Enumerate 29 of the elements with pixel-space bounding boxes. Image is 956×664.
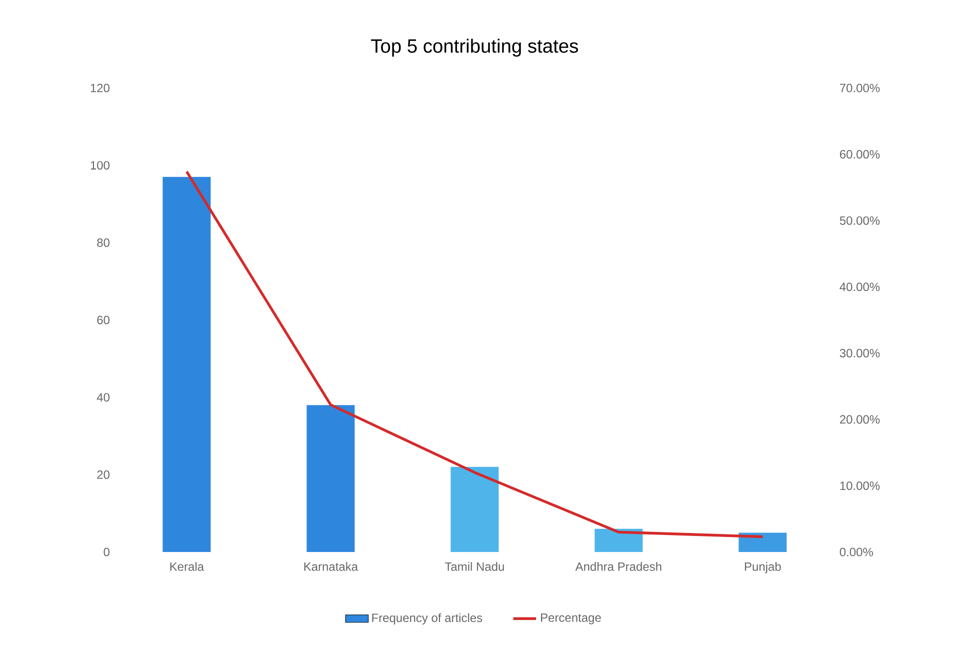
y2-tick-label: 0.00% [840,548,873,556]
y2-tick-label: 10.00% [840,481,880,490]
bar [594,528,643,552]
y-tick-label: 80 [97,238,110,247]
y-tick-label: 120 [90,84,110,92]
y2-tick-label: 20.00% [840,415,880,424]
bar [738,532,787,552]
x-tick-label: Andhra Pradesh [575,562,662,571]
x-tick-label: Tamil Nadu [444,562,504,571]
chart-title: Top 5 contributing states [371,38,578,57]
y-tick-label: 100 [90,161,110,170]
y2-tick-label: 30.00% [840,348,880,358]
x-tick-label: Karnataka [304,562,358,571]
legend-label: Frequency of articles [372,613,482,624]
bar [162,176,211,552]
y-tick-label: 0 [104,548,110,556]
line-series [185,170,764,538]
y-tick-label: 40 [96,393,110,402]
bar [306,405,355,552]
x-tick-label: Kerala [170,562,204,571]
y2-tick-label: 70.00% [840,84,880,92]
y2-tick-label: 50.00% [840,216,880,225]
y2-tick-label: 40.00% [840,282,880,292]
y-tick-label: 60 [97,316,110,324]
bar [450,466,499,552]
x-tick-label: Punjab [744,562,781,574]
y-tick-label: 20 [97,470,110,479]
y2-tick-label: 60.00% [840,150,880,159]
legend-label: Percentage [541,613,601,624]
